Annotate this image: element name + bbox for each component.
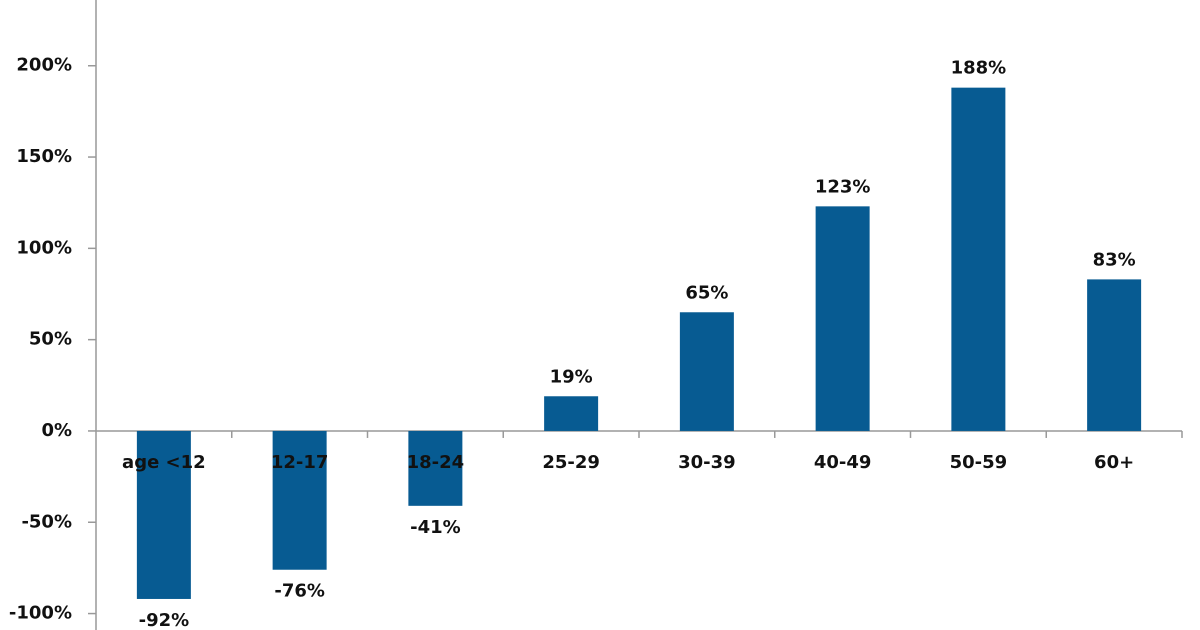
value-label: 65% [685,282,728,303]
y-tick-label: 0% [41,420,72,441]
value-label: -92% [139,610,190,630]
y-tick-label: 100% [16,237,72,258]
y-tick-label: 200% [16,55,72,76]
value-label: 83% [1093,249,1136,270]
value-label: 123% [815,176,871,197]
y-tick-label: -50% [21,511,72,532]
x-tick-label: 25-29 [542,452,600,473]
x-tick-label: 12-17 [271,452,329,473]
x-tick-label: 50-59 [950,452,1008,473]
x-tick-label: 60+ [1094,452,1134,473]
bar [408,430,463,506]
value-label: -41% [410,517,461,538]
bar [136,430,191,599]
bar [815,206,870,431]
y-tick-label: 50% [29,329,72,350]
bar [544,396,599,431]
x-tick-label: 30-39 [678,452,736,473]
bar [951,87,1006,431]
bar [1087,279,1142,431]
x-tick-label: 18-24 [407,452,465,473]
x-tick-label: 40-49 [814,452,872,473]
y-tick-label: -100% [9,603,72,624]
bar [272,430,327,570]
value-label: -76% [274,581,325,602]
bar [679,312,734,431]
y-tick-label: 150% [16,146,72,167]
value-label: 188% [951,58,1007,79]
x-tick-label: age <12 [122,452,206,473]
value-label: 19% [550,366,593,387]
